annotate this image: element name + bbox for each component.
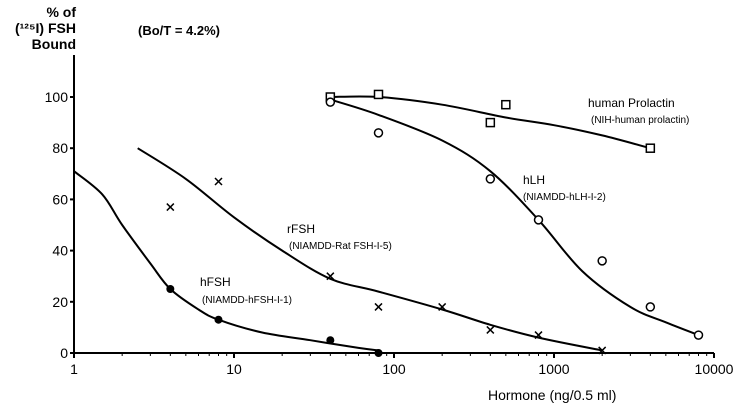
hfsh-point [166, 285, 175, 293]
rfsh-curve [137, 147, 603, 352]
fit-curves [73, 95, 699, 352]
y-axis-label-line-1: % of [46, 4, 76, 20]
x-tick-label: 100 [382, 361, 406, 377]
hlh-point [325, 97, 336, 107]
rfsh-point [214, 177, 223, 186]
rfsh-sublabel: (NIAMDD-Rat FSH-I-5) [289, 241, 392, 252]
human-prolactin-point [373, 89, 384, 100]
y-axis-label-line-2: (¹²⁵I) FSH [14, 20, 76, 36]
rfsh-point [486, 325, 495, 334]
y-tick-label: 0 [60, 345, 68, 361]
axes: 0 20 40 60 80 100 1 10 100 1000 10000 [45, 55, 734, 377]
y-tick-label: 100 [45, 89, 69, 105]
y-axis-label-line-3: Bound [31, 36, 76, 52]
y-tick-label: 60 [52, 191, 68, 207]
rfsh-point [438, 302, 447, 311]
hlh-point [533, 215, 544, 225]
x-tick-label: 1000 [538, 361, 569, 377]
bound-ratio-note: (Bo/T = 4.2%) [138, 23, 220, 38]
hlh-point [485, 174, 496, 184]
y-axis-label: % of (¹²⁵I) FSH Bound [6, 4, 76, 52]
y-tick-label: 20 [52, 294, 68, 310]
rfsh-point [374, 302, 383, 311]
hfsh-curve [73, 170, 379, 352]
human-prolactin-point [485, 117, 496, 128]
human-prolactin-label: human Prolactin [588, 96, 675, 110]
hlh-point [373, 128, 384, 138]
rfsh-point [598, 346, 607, 355]
hlh-point [693, 330, 704, 340]
y-tick-label: 40 [52, 243, 68, 259]
hlh-sublabel: (NIAMDD-hLH-I-2) [523, 192, 606, 203]
data-points [166, 89, 704, 357]
x-tick-label: 1 [70, 361, 78, 377]
hlh-point [597, 256, 607, 266]
hfsh-point [326, 336, 335, 345]
rfsh-point [166, 203, 175, 212]
human-prolactin-point [645, 143, 656, 153]
human-prolactin-sublabel: (NIH-human prolactin) [591, 115, 689, 126]
human-prolactin-point [501, 99, 511, 110]
rfsh-label: rFSH [287, 222, 315, 236]
hfsh-point [374, 349, 383, 357]
y-tick-label: 80 [52, 140, 68, 156]
hlh-point [645, 302, 656, 312]
hfsh-point [214, 315, 223, 324]
rfsh-point [326, 272, 335, 281]
series-annotations: human Prolactin (NIH-human prolactin) hLH (… [200, 96, 689, 306]
hfsh-label: hFSH [200, 275, 231, 289]
rfsh-point [534, 331, 543, 340]
x-tick-label: 10 [226, 361, 242, 377]
x-axis-label: Hormone (ng/0.5 ml) [488, 387, 616, 403]
x-tick-label: 10000 [695, 361, 734, 377]
hlh-curve [330, 98, 699, 337]
hlh-label: hLH [523, 173, 545, 187]
hfsh-sublabel: (NIAMDD-hFSH-I-1) [202, 295, 292, 306]
